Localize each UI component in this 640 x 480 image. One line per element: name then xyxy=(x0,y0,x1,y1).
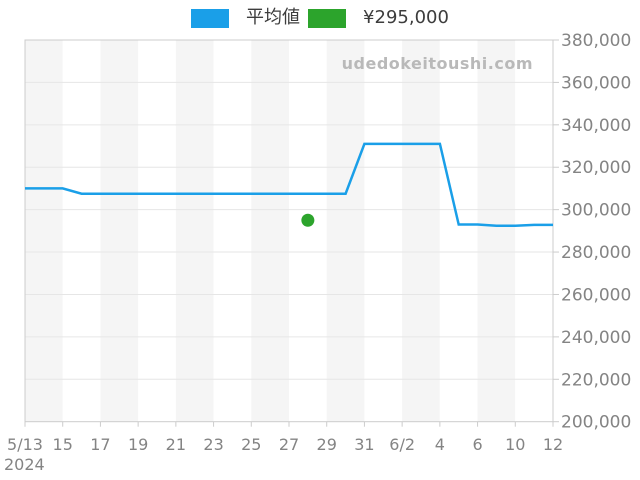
x-axis-label: 23 xyxy=(203,435,223,454)
listing-price-marker-dot[interactable] xyxy=(301,213,315,227)
marker-price-swatch xyxy=(308,8,347,28)
chart-legend: 平均値 ¥295,000 xyxy=(0,6,640,30)
y-axis-label: 320,000 xyxy=(561,158,631,178)
x-axis-label: 27 xyxy=(279,435,299,454)
y-axis-label: 220,000 xyxy=(561,370,631,390)
watermark: udedokeitoushi.com xyxy=(341,54,533,73)
plot-band xyxy=(175,40,214,422)
plot-band xyxy=(213,40,252,422)
x-axis-label: 31 xyxy=(354,435,374,454)
legend-item-average[interactable]: 平均値 xyxy=(191,6,300,30)
plot-band xyxy=(326,40,365,422)
plot-band xyxy=(138,40,176,422)
y-axis-label: 200,000 xyxy=(561,413,631,433)
x-axis-label: 15 xyxy=(53,435,73,454)
y-axis-label: 340,000 xyxy=(561,116,631,136)
average-price-line[interactable] xyxy=(25,142,553,228)
y-axis-label: 380,000 xyxy=(561,31,631,51)
x-axis-label: 29 xyxy=(317,435,337,454)
x-axis-year-label: 2024 xyxy=(4,455,45,474)
plot-band xyxy=(100,40,139,422)
average-series-swatch xyxy=(191,8,230,28)
plot-band xyxy=(251,40,289,422)
y-axis-label: 260,000 xyxy=(561,285,631,305)
x-axis-label: 10 xyxy=(505,435,525,454)
y-axis-label: 300,000 xyxy=(561,201,631,221)
plot-band xyxy=(25,40,63,422)
average-series-label: 平均値 xyxy=(246,7,301,28)
plot-band xyxy=(402,40,440,422)
x-axis-label: 5/13 xyxy=(7,435,43,454)
x-axis-label: 19 xyxy=(128,435,148,454)
x-axis-label: 25 xyxy=(241,435,261,454)
plot-band xyxy=(62,40,101,422)
plot-band xyxy=(439,40,478,422)
y-axis-label: 280,000 xyxy=(561,243,631,263)
x-axis-label: 12 xyxy=(543,435,563,454)
marker-price-label: ¥295,000 xyxy=(363,7,449,28)
plot-band xyxy=(289,40,327,422)
plot-band xyxy=(515,40,553,422)
legend-item-marker-price[interactable]: ¥295,000 xyxy=(308,6,449,30)
y-axis-label: 360,000 xyxy=(561,73,631,93)
x-axis-label: 21 xyxy=(166,435,186,454)
x-axis-label: 6 xyxy=(472,435,482,454)
x-axis-label: 4 xyxy=(435,435,445,454)
x-axis-label: 17 xyxy=(90,435,110,454)
plot-band xyxy=(477,40,516,422)
x-axis-label: 6/2 xyxy=(389,435,415,454)
y-axis-label: 240,000 xyxy=(561,328,631,348)
plot-band xyxy=(364,40,403,422)
